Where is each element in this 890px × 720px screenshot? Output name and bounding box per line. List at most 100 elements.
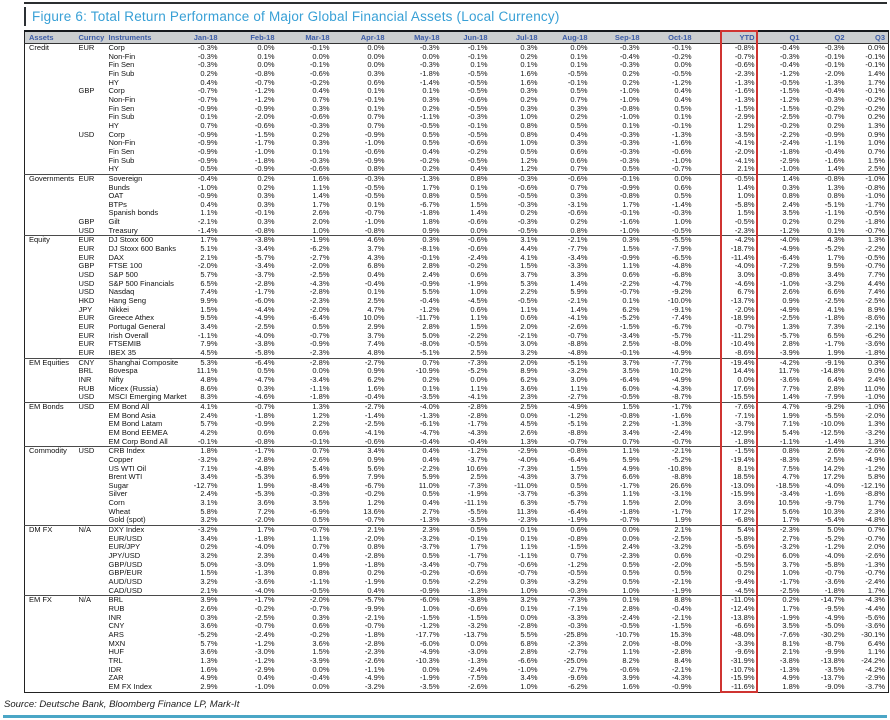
value-cell: -1.0% bbox=[364, 139, 385, 148]
value-cell: 8.2% bbox=[622, 656, 640, 665]
value-cell: 2.8% bbox=[782, 340, 800, 349]
value-cell: 0.7% bbox=[570, 183, 588, 192]
table-row: ZAR 4.9% 0.4% -0.4% -4.9% -1.9% -7.5% 3.4% -9.6%… bbox=[25, 674, 889, 683]
value-cell: 1.5% bbox=[622, 499, 640, 508]
value-cell: -0.7% bbox=[467, 560, 488, 569]
value-cell: -2.3% bbox=[734, 69, 755, 78]
instrument-cell: DJ Stoxx 600 bbox=[104, 235, 188, 246]
instrument-cell: INR bbox=[108, 613, 122, 622]
value-cell: -1.3% bbox=[419, 516, 440, 525]
value-cell: 7.2% bbox=[257, 507, 275, 516]
value-cell: -1.5% bbox=[694, 446, 758, 456]
value-cell: 3.4% bbox=[200, 473, 218, 482]
instrument-cell: Copper bbox=[108, 455, 134, 464]
value-cell: 0.0% bbox=[312, 52, 330, 61]
currency-cell: GBP bbox=[78, 262, 95, 271]
currency-cell bbox=[75, 184, 105, 193]
value-cell: 1.6% bbox=[520, 78, 538, 87]
value-cell: -1.2% bbox=[567, 560, 588, 569]
instrument-cell: Fin Sub bbox=[108, 156, 135, 165]
value-cell: -0.5% bbox=[517, 297, 538, 306]
value-cell: -1.3% bbox=[671, 130, 692, 139]
table-row: GBP Corp -0.7% -1.2% 0.4% 0.1% 0.1% -0.5% 0.3% 0.… bbox=[25, 87, 889, 96]
table-row: TRL 1.3% -1.2% -3.9% -2.6% -10.3% -1.3% -6.6% -2… bbox=[25, 657, 889, 666]
value-cell: -2.5% bbox=[309, 271, 330, 280]
value-cell: 3.4% bbox=[332, 446, 388, 456]
value-cell: -0.7% bbox=[309, 605, 330, 613]
bottom-rule bbox=[3, 714, 887, 718]
value-cell: -0.8% bbox=[734, 43, 755, 52]
value-cell: 1.0% bbox=[422, 605, 440, 613]
value-cell: 5.3% bbox=[187, 357, 221, 368]
value-cell: -4.0% bbox=[254, 331, 275, 340]
value-cell: -8.4% bbox=[309, 481, 330, 490]
value-cell: -5.2% bbox=[824, 245, 845, 254]
value-cell: -0.5% bbox=[619, 622, 640, 631]
value-cell: 1.1% bbox=[622, 648, 640, 657]
value-cell: -2.3% bbox=[567, 639, 588, 648]
value-cell: -4.0% bbox=[254, 586, 275, 595]
value-cell: 0.0% bbox=[867, 43, 885, 52]
value-cell: 5.0% bbox=[422, 331, 440, 340]
value-cell: 7.7% bbox=[782, 384, 800, 393]
value-cell: 0.1% bbox=[520, 605, 538, 613]
value-cell: -2.8% bbox=[277, 357, 333, 368]
value-cell: -0.9% bbox=[309, 340, 330, 349]
value-cell: 7.9% bbox=[200, 340, 218, 349]
value-cell: 1.1% bbox=[570, 384, 588, 393]
value-cell: 1.5% bbox=[312, 648, 330, 657]
value-cell: 3.2% bbox=[200, 578, 218, 587]
value-cell: -18.7% bbox=[730, 245, 755, 254]
value-cell: -5.2% bbox=[619, 314, 640, 323]
asset-cell bbox=[25, 53, 75, 62]
value-cell: 5.8% bbox=[867, 473, 885, 482]
value-cell: 0.9% bbox=[782, 297, 800, 306]
table-row: USD Corp -0.9% -1.5% 0.2% -0.9% 0.5% -0.5% 0.8% 0… bbox=[25, 131, 889, 140]
currency-cell: EUR bbox=[74, 173, 105, 184]
value-cell: -0.4% bbox=[824, 87, 845, 96]
value-cell: -2.0% bbox=[254, 516, 275, 525]
value-cell: -0.8% bbox=[567, 534, 588, 543]
value-cell: -1.3% bbox=[824, 78, 845, 87]
value-cell: -5.6% bbox=[865, 613, 885, 622]
value-cell: -0.6% bbox=[467, 95, 488, 104]
currency-cell: USD bbox=[74, 446, 105, 456]
value-cell: -0.9% bbox=[254, 104, 275, 113]
value-cell: -0.1% bbox=[671, 43, 692, 52]
value-cell: 2.0% bbox=[674, 499, 692, 508]
value-cell: 0.3% bbox=[570, 192, 588, 201]
value-cell: -1.0% bbox=[197, 183, 218, 192]
value-cell: -0.3% bbox=[619, 130, 640, 139]
value-cell: -6.1% bbox=[419, 420, 440, 429]
currency-cell bbox=[75, 420, 105, 429]
value-cell: -13.7% bbox=[820, 674, 845, 683]
value-cell: -5.7% bbox=[332, 595, 388, 605]
value-cell: -4.1% bbox=[567, 314, 588, 323]
value-cell: -17.7% bbox=[415, 630, 440, 639]
value-cell: -0.6% bbox=[467, 218, 488, 227]
value-cell: -10.4% bbox=[730, 340, 755, 349]
currency-cell: GBP bbox=[78, 87, 95, 96]
value-cell: 0.7% bbox=[570, 552, 588, 561]
value-cell: -13.7% bbox=[463, 630, 488, 639]
value-cell: 4.7% bbox=[367, 305, 385, 314]
value-cell: 3.6% bbox=[200, 648, 218, 657]
value-cell: -2.8% bbox=[254, 455, 275, 464]
value-cell: 1.6% bbox=[520, 69, 538, 78]
value-cell: 0.0% bbox=[520, 613, 538, 622]
currency-cell: EUR bbox=[78, 331, 95, 340]
currency-cell: USD bbox=[78, 393, 95, 402]
value-cell: -1.3% bbox=[467, 586, 488, 595]
value-cell: -18.5% bbox=[775, 481, 800, 490]
value-cell: 6.3% bbox=[520, 499, 538, 508]
value-cell: -2.8% bbox=[442, 401, 491, 412]
value-cell: 2.5% bbox=[867, 165, 885, 174]
value-cell: -4.0% bbox=[734, 262, 755, 271]
value-cell: -0.7% bbox=[517, 569, 538, 578]
value-cell: -31.9% bbox=[730, 656, 755, 665]
value-cell: 2.1% bbox=[642, 525, 695, 535]
value-cell: -2.1% bbox=[567, 297, 588, 306]
value-cell: 4.1% bbox=[520, 253, 538, 262]
value-cell: 0.4% bbox=[200, 78, 218, 87]
value-cell: 5.3% bbox=[520, 279, 538, 288]
